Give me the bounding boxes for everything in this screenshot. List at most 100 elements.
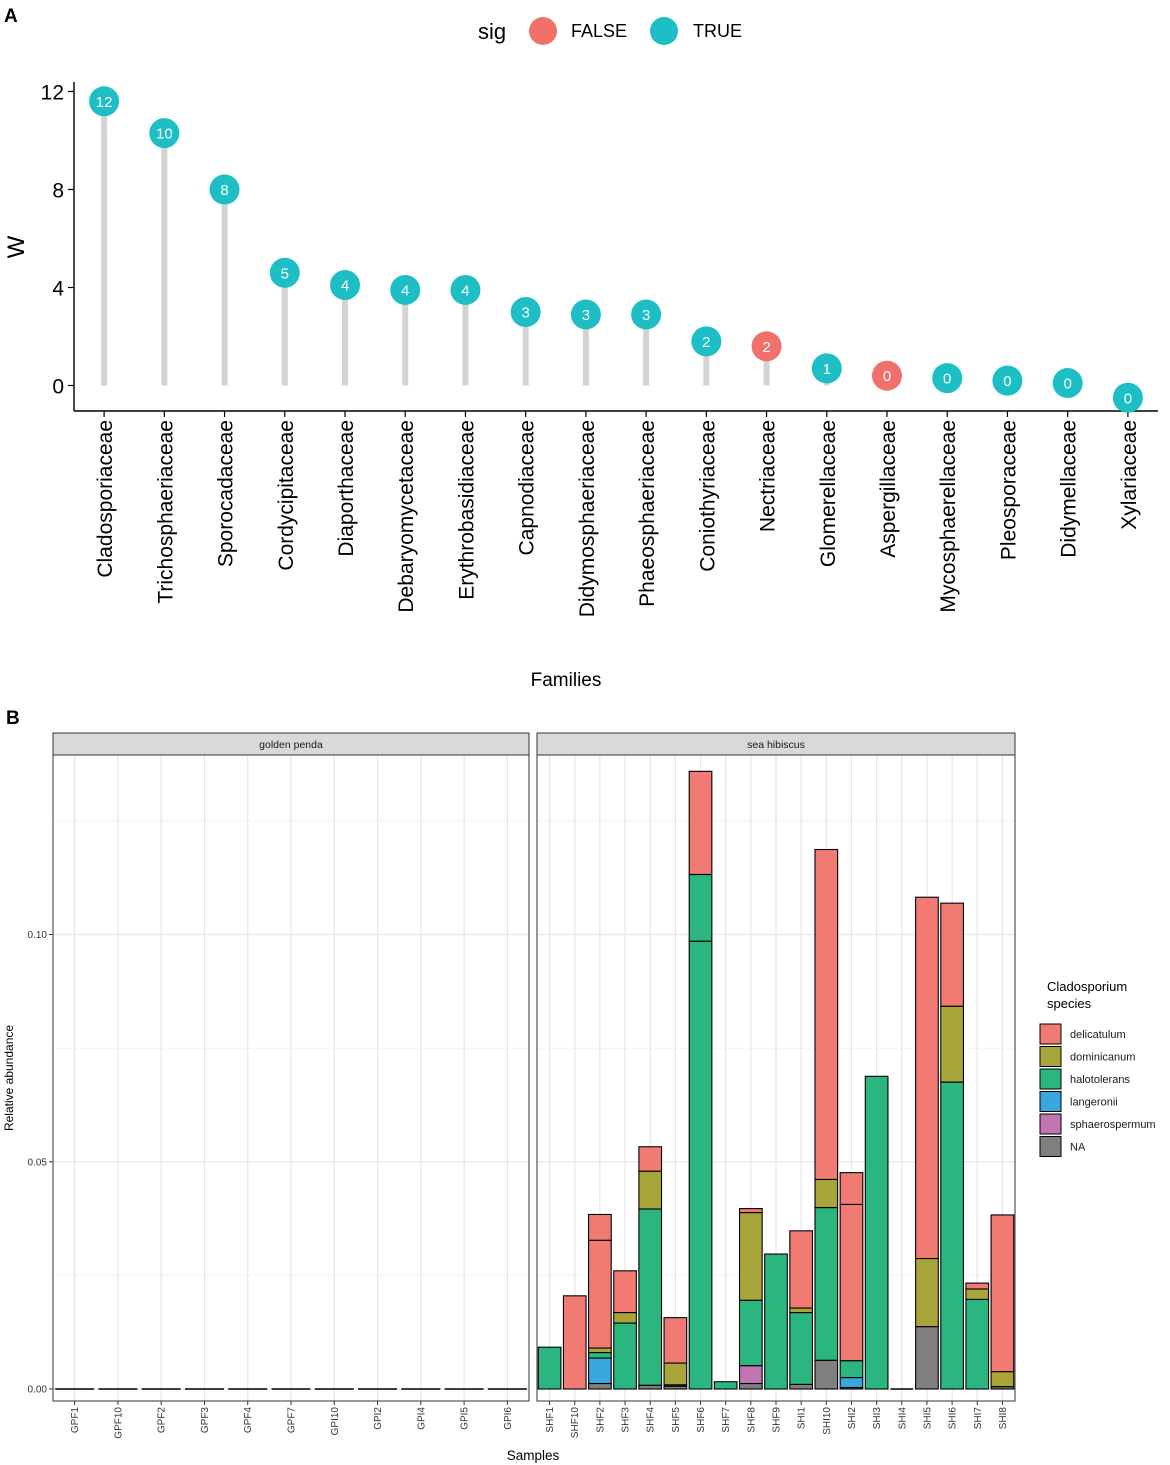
bar-segment-dominicanum [940, 1005, 964, 1083]
lollipop-point [510, 297, 541, 327]
point-label: 0 [1124, 390, 1132, 407]
panel-a-lollipop-chart: 04812WFamilies12Cladosporiaceae10Trichos… [3, 82, 1158, 691]
sample-label: SHF3 [621, 1407, 632, 1433]
point-label: 0 [883, 368, 891, 385]
bar-segment-halotolerans [940, 1081, 964, 1390]
sample-label: SHF9 [772, 1407, 783, 1433]
point-label: 1 [823, 361, 831, 378]
sample-label: SHF2 [595, 1407, 606, 1433]
sample-label: GPI2 [373, 1407, 384, 1430]
lollipop-point [450, 274, 481, 305]
panel-b-stacked-bar-chart: golden penda GPF1 GPF10 GPF2 GPF3 GPF4 GPF7 GPI… [2, 732, 1016, 1463]
bar-segment-delicatulum [789, 1230, 814, 1309]
facet-strip-label: sea hibiscus [747, 739, 805, 751]
sample-label: GPF10 [113, 1407, 124, 1439]
stem [281, 272, 288, 386]
facet-strip-label: golden penda [259, 739, 323, 751]
bar-segment-dominicanum [588, 1347, 612, 1354]
category-label: Pleosporaceae [997, 420, 1020, 560]
stem [161, 133, 168, 386]
category-label: Glomerellaceae [817, 420, 840, 567]
panel-a-legend: sig FALSE TRUE [478, 17, 742, 45]
stem [582, 314, 589, 386]
bar-segment-na [588, 1382, 612, 1390]
lollipop-point [932, 363, 963, 394]
bar-segment-delicatulum [638, 1146, 663, 1172]
sig-legend-title: sig [478, 19, 506, 44]
point-label: 3 [642, 307, 650, 324]
bar-segment-halotolerans [764, 1253, 788, 1390]
bar-segment-langeronii [588, 1357, 612, 1385]
lollipop-point [751, 331, 782, 362]
legend-label: langeronii [1070, 1097, 1118, 1109]
sample-label: SHI5 [922, 1407, 933, 1430]
category-label: Xylariaceae [1118, 420, 1141, 530]
bar-segment-halotolerans [537, 1346, 562, 1390]
bar-segment-na [738, 1382, 763, 1390]
category-label: Cordycipitaceae [275, 420, 298, 571]
species-legend: Cladosporium species delicatulum dominica… [1039, 979, 1156, 1157]
point-label: 10 [156, 126, 173, 143]
sample-label: SHI3 [872, 1407, 883, 1430]
lollipop-point [1052, 368, 1083, 399]
point-label: 4 [341, 278, 349, 295]
category-label: Debaryomycetaceae [395, 420, 418, 613]
category-label: Cladosporiaceae [94, 420, 117, 578]
category-label: Didymellaceae [1058, 420, 1081, 558]
category-label: Aspergillaceae [877, 420, 900, 558]
point-label: 0 [1063, 376, 1071, 393]
bar-segment-delicatulum [965, 1282, 990, 1290]
y-axis-title: W [3, 235, 30, 258]
bar-segment-na [990, 1386, 1015, 1390]
bar-segment-halotolerans [713, 1381, 738, 1390]
bar-segment-delicatulum [839, 1172, 864, 1206]
bar-segment-halotolerans [688, 940, 713, 1390]
bar-segment-halotolerans [965, 1298, 990, 1390]
legend-label: dominicanum [1070, 1052, 1135, 1064]
sample-label: GPI5 [460, 1407, 471, 1430]
category-label: Erythrobasidiaceae [455, 420, 478, 600]
lollipop-point [1112, 382, 1143, 413]
bar-segment-halotolerans [789, 1312, 814, 1386]
stem [643, 314, 650, 386]
y-tick-label: 0.10 [28, 930, 48, 941]
sample-label: SHF8 [746, 1407, 757, 1433]
point-label: 8 [220, 182, 228, 199]
sample-label: SHI4 [897, 1407, 908, 1430]
x-axis-title: Families [531, 670, 602, 691]
bar-segment-delicatulum [738, 1208, 763, 1214]
legend-label: halotolerans [1070, 1074, 1130, 1086]
bar-segment-halotolerans [613, 1322, 637, 1390]
lollipop-point [269, 257, 300, 288]
sample-label: SHF7 [721, 1407, 732, 1433]
sig-true-label: TRUE [693, 21, 742, 41]
y-tick-label: 8 [52, 180, 64, 203]
sample-label: SHI8 [998, 1407, 1009, 1430]
bar-segment-delicatulum [990, 1214, 1015, 1373]
point-label: 4 [461, 282, 469, 299]
bar-segment-delicatulum [940, 902, 964, 1007]
y-tick-label: 0.00 [28, 1385, 48, 1396]
category-label: Coniothyriaceae [696, 420, 719, 572]
y-tick-label: 0 [52, 376, 64, 399]
sample-label: GPI6 [503, 1407, 514, 1430]
bar-segment-delicatulum [588, 1213, 612, 1241]
y-axis-title: Relative abundance [2, 1025, 16, 1131]
sample-label: GPF4 [243, 1407, 254, 1434]
bar-segment-dominicanum [738, 1212, 763, 1301]
lollipop-point [631, 299, 662, 330]
sample-label: SHF5 [671, 1407, 682, 1433]
legend-key-sphaerospermum [1039, 1113, 1062, 1135]
bar-segment-delicatulum [663, 1317, 688, 1364]
stem [763, 346, 770, 386]
sample-label: SHF10 [570, 1407, 581, 1439]
sample-label: SHF4 [646, 1407, 657, 1433]
category-label: Nectriaceae [757, 420, 780, 532]
lollipop-point [390, 274, 421, 305]
sample-label: GPF1 [70, 1407, 81, 1434]
bar-segment-delicatulum [588, 1239, 612, 1349]
bar-segment-delicatulum [613, 1270, 637, 1314]
bar-segment-halotolerans [814, 1207, 839, 1361]
category-label: Capnodiaceae [516, 420, 539, 555]
